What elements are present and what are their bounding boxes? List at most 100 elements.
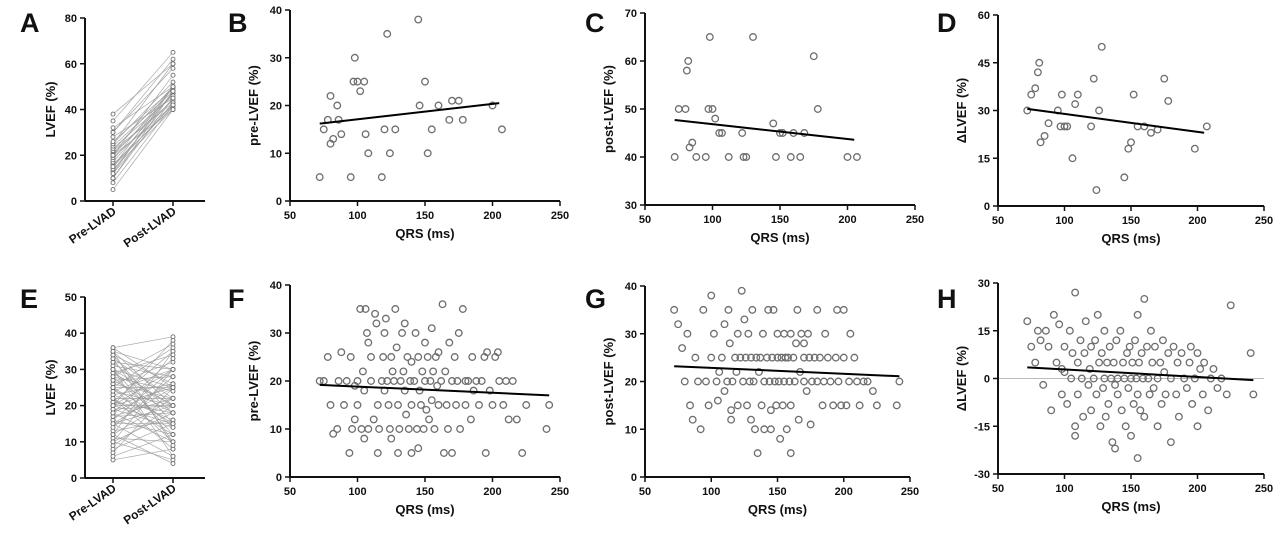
data-point [728,377,737,386]
category-label: Post-LVAD [121,481,179,528]
post-point [170,102,176,108]
data-point [361,305,370,313]
x-axis-label: QRS (ms) [748,502,807,517]
data-point [699,305,708,314]
y-tick-label: 40 [625,281,637,293]
data-point [350,53,359,62]
pre-point [110,134,116,140]
panel-label: B [228,8,248,38]
data-point [333,425,342,433]
data-point [1135,358,1143,367]
data-point [395,425,404,433]
data-point [1109,358,1118,367]
data-point [670,305,679,314]
data-point [488,101,497,110]
panel-c: C 30 40 50 60 70 post-LVEF (%) 50 100 150 200 250 QR… [585,8,924,245]
x-tick-label: 200 [838,214,856,226]
data-point [1071,422,1080,431]
data-point [488,401,497,409]
data-point [1071,100,1080,109]
data-point [439,449,448,457]
data-point [377,377,386,385]
data-point [329,134,338,143]
post-point [170,107,176,112]
data-point [337,348,346,357]
y-tick-label: 10 [65,437,77,449]
pair-line [112,351,174,446]
panel-label: H [937,284,957,314]
pair-line [112,90,174,147]
y-tick-label: 30 [978,278,990,290]
x-tick-label: 250 [901,486,919,498]
data-point [442,401,451,409]
data-point [1104,400,1113,408]
data-point [1157,400,1166,408]
data-point [786,153,795,161]
data-point [360,434,369,443]
data-point [724,305,733,314]
post-point [170,88,176,94]
pre-point [110,187,116,193]
data-point [1055,320,1064,329]
data-point [464,377,473,385]
y-tick-label: 20 [270,376,282,388]
data-point [383,29,392,38]
pair-line [112,86,174,129]
data-point [707,353,716,362]
data-point [1129,400,1138,408]
data-point [340,401,348,409]
pair-line [112,63,174,115]
data-point [674,105,683,113]
data-point [681,105,690,113]
data-point [350,415,359,424]
data-point [403,353,412,361]
pre-point [110,374,116,380]
data-point [808,377,816,386]
y-tick-label: 20 [625,377,637,389]
data-point [1226,301,1235,310]
x-tick-label: 200 [1188,483,1206,495]
panel-g: G 0 10 20 30 40 post-LVEF (%) 50 100 150 200 250 QRS… [585,281,919,517]
data-point [1111,380,1119,389]
pair-line [112,97,174,138]
data-point [826,377,835,386]
data-point [1023,106,1032,115]
data-point [1209,365,1218,373]
data-point [1057,90,1066,99]
data-point [1131,336,1139,345]
pre-point [110,152,116,158]
regression-line [319,102,500,125]
data-point [780,377,789,386]
x-tick-label: 50 [284,486,296,498]
data-point [337,130,346,139]
data-point [802,387,811,395]
data-point [1249,390,1258,399]
pair-line [112,102,174,151]
data-point [522,401,531,409]
data-point [770,377,779,386]
data-point [421,377,429,385]
data-point [704,401,713,410]
pair-line [112,398,174,450]
pre-point [110,410,116,416]
y-tick-label: 30 [270,328,282,340]
data-point [781,353,790,362]
data-point [493,348,502,357]
data-point [800,377,808,386]
pair-line [112,394,174,421]
y-tick-label: 30 [625,329,637,341]
data-point [1044,342,1053,351]
data-point [372,319,381,328]
data-point [850,353,859,362]
data-point [360,386,369,395]
data-point [437,377,446,385]
data-point [411,329,420,337]
regression-line [674,119,855,141]
data-point [363,329,371,337]
data-point [1177,349,1186,357]
data-point [1089,74,1098,83]
data-point [739,153,748,161]
data-point [427,125,436,134]
y-axis-label: pre-LVEF (%) [246,65,261,146]
